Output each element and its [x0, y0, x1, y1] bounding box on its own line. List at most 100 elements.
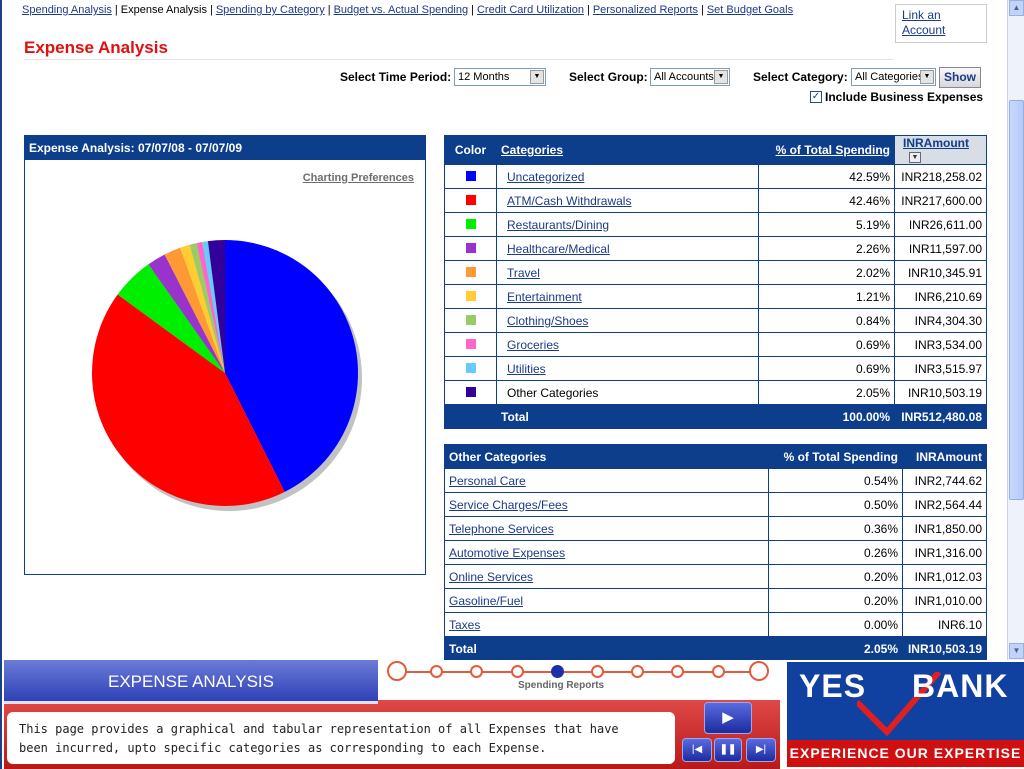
color-swatch: [465, 362, 476, 373]
percent-cell: 0.69%: [758, 356, 895, 381]
include-business-checkbox[interactable]: ✓: [810, 91, 822, 103]
next-button[interactable]: ▶|: [746, 738, 776, 762]
progress-step[interactable]: [631, 665, 645, 678]
category-cell: ATM/Cash Withdrawals: [496, 188, 759, 213]
pie-slice-atm-cash-withdrawals: [91, 294, 285, 507]
category-link[interactable]: Groceries: [507, 337, 560, 352]
progress-step[interactable]: [550, 665, 564, 678]
sort-by-amount-link[interactable]: INRAmount: [903, 136, 969, 150]
color-cell: [444, 236, 497, 261]
category-label: Select Category:: [753, 70, 848, 84]
nav-item-personalized-reports[interactable]: Personalized Reports: [592, 4, 698, 16]
sort-dropdown-icon[interactable]: ▼: [909, 152, 921, 164]
chevron-down-icon: ▼: [920, 70, 934, 84]
progress-step[interactable]: [430, 665, 444, 678]
category-link: Other Categories: [507, 385, 599, 400]
other-amount-cell: INR2,744.62: [902, 468, 987, 493]
scroll-down-icon[interactable]: ▼: [1009, 643, 1024, 659]
nav-item-budget-vs-actual-spending[interactable]: Budget vs. Actual Spending: [333, 4, 469, 16]
other-category-link[interactable]: Online Services: [449, 569, 534, 584]
other-category-cell: Telephone Services: [444, 516, 769, 541]
progress-step[interactable]: [470, 665, 484, 678]
play-button[interactable]: ▶: [704, 702, 752, 734]
scroll-thumb[interactable]: [1009, 100, 1024, 500]
scroll-up-icon[interactable]: ▲: [1009, 0, 1024, 16]
other-category-link[interactable]: Taxes: [449, 617, 481, 632]
amount-column-header[interactable]: INRAmount ▼: [894, 135, 987, 165]
color-swatch: [465, 170, 476, 181]
categories-column-header[interactable]: Categories: [496, 135, 759, 165]
amount-cell: INR10,345.91: [894, 260, 987, 285]
report-nav: Spending Analysis | Expense Analysis | Spend…: [22, 4, 793, 16]
other-categories-column-header: Other Categories: [444, 444, 769, 469]
color-cell: [444, 332, 497, 357]
category-link[interactable]: Travel: [507, 265, 540, 280]
category-link[interactable]: Utilities: [507, 361, 546, 376]
nav-item-set-budget-goals[interactable]: Set Budget Goals: [706, 4, 794, 16]
other-category-link[interactable]: Service Charges/Fees: [449, 497, 568, 512]
category-link[interactable]: Healthcare/Medical: [507, 241, 610, 256]
category-select[interactable]: All Categories ▼: [851, 68, 936, 86]
category-link[interactable]: ATM/Cash Withdrawals: [507, 193, 632, 208]
link-account-link[interactable]: Link an Account: [902, 8, 946, 37]
other-categories-table: Other Categories % of Total Spending INR…: [444, 444, 987, 661]
pie-slice-uncategorized: [225, 240, 358, 492]
category-cell: Other Categories: [496, 380, 759, 405]
progress-step[interactable]: [591, 665, 604, 678]
category-cell: Utilities: [496, 356, 759, 381]
color-swatch: [465, 314, 476, 325]
nav-item-spending-by-category[interactable]: Spending by Category: [215, 4, 325, 16]
other-category-link[interactable]: Personal Care: [449, 473, 526, 488]
other-table-header: Other Categories % of Total Spending INR…: [444, 444, 987, 469]
other-category-row: Online Services 0.20% INR1,012.03: [444, 564, 987, 589]
vertical-scrollbar[interactable]: ▲ ▼: [1007, 0, 1024, 660]
progress-step[interactable]: [671, 665, 685, 678]
color-cell: [444, 260, 497, 285]
other-amount-cell: INR2,564.44: [902, 492, 987, 517]
other-category-row: Automotive Expenses 0.26% INR1,316.00: [444, 540, 987, 565]
logo-tick-icon: [857, 672, 942, 737]
category-row: ATM/Cash Withdrawals 42.46% INR217,600.00: [444, 188, 987, 213]
show-button[interactable]: Show: [939, 67, 981, 88]
skip-back-icon: |◀: [691, 744, 703, 755]
title-divider: [24, 59, 894, 60]
logo-text-right: BANK: [912, 668, 1009, 704]
other-amount-cell: INR1,010.00: [902, 588, 987, 613]
other-category-link[interactable]: Gasoline/Fuel: [449, 593, 524, 608]
nav-item-credit-card-utilization[interactable]: Credit Card Utilization: [476, 4, 584, 16]
category-row: Other Categories 2.05% INR10,503.19: [444, 380, 987, 405]
group-select[interactable]: All Accounts ▼: [650, 68, 730, 86]
charting-preferences-link[interactable]: Charting Preferences: [302, 172, 414, 184]
time-period-select[interactable]: 12 Months ▼: [454, 68, 546, 86]
other-category-cell: Service Charges/Fees: [444, 492, 769, 517]
sort-by-percent-link[interactable]: % of Total Spending: [775, 143, 890, 157]
color-cell: [444, 308, 497, 333]
pause-button[interactable]: ❚❚: [714, 738, 742, 762]
category-link[interactable]: Clothing/Shoes: [507, 313, 589, 328]
nav-item-spending-analysis[interactable]: Spending Analysis: [22, 4, 112, 16]
progress-step[interactable]: [711, 665, 725, 678]
nav-separator: |: [114, 4, 118, 16]
expense-pie-chart: [91, 240, 362, 511]
color-swatch: [465, 242, 476, 253]
category-link[interactable]: Restaurants/Dining: [507, 217, 610, 232]
other-category-cell: Taxes: [444, 612, 769, 637]
progress-step[interactable]: [387, 661, 407, 681]
total-label: Total: [496, 404, 759, 429]
other-category-link[interactable]: Automotive Expenses: [449, 545, 566, 560]
category-link[interactable]: Entertainment: [507, 289, 582, 304]
category-row: Groceries 0.69% INR3,534.00: [444, 332, 987, 357]
tutorial-description: This page provides a graphical and tabul…: [7, 712, 675, 764]
previous-button[interactable]: |◀: [682, 738, 712, 762]
color-swatch: [465, 338, 476, 349]
progress-step[interactable]: [748, 661, 769, 681]
nav-separator: |: [209, 4, 213, 16]
category-link[interactable]: Uncategorized: [507, 169, 585, 184]
other-category-link[interactable]: Telephone Services: [449, 521, 554, 536]
percent-cell: 42.46%: [758, 188, 895, 213]
time-period-label: Select Time Period:: [340, 70, 452, 84]
percent-column-header[interactable]: % of Total Spending: [758, 135, 895, 165]
sort-by-category-link[interactable]: Categories: [501, 143, 564, 157]
progress-step[interactable]: [510, 665, 524, 678]
other-category-cell: Online Services: [444, 564, 769, 589]
